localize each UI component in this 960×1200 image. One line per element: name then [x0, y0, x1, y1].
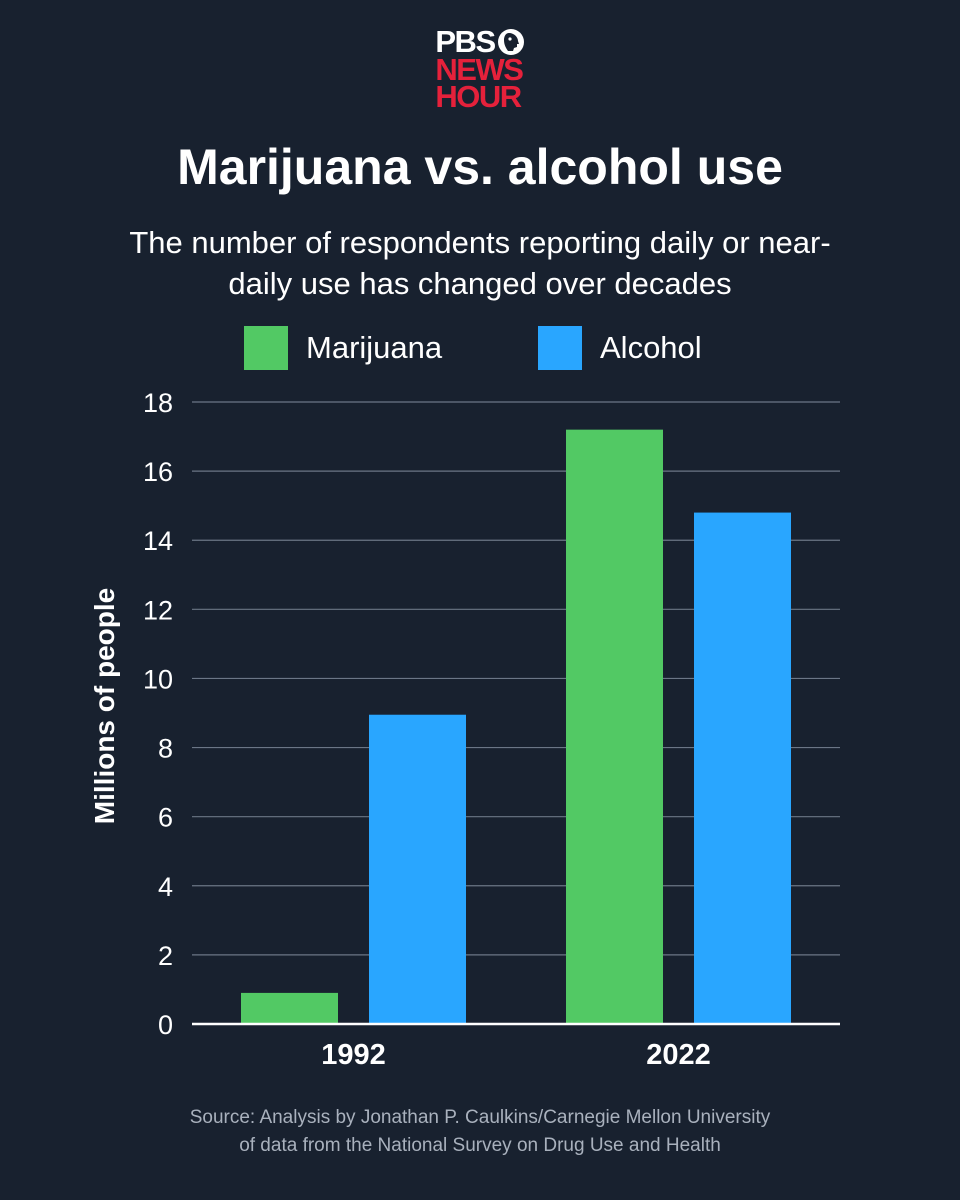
y-tick-label: 2: [158, 941, 173, 971]
legend-swatch-alcohol: [538, 326, 582, 370]
pbs-newshour-logo: PBS NEWS HOUR: [0, 24, 960, 115]
y-axis-label: Millions of people: [89, 588, 120, 824]
legend-item-marijuana: Marijuana: [244, 326, 442, 370]
y-tick-label: 12: [143, 595, 173, 625]
y-tick-label: 8: [158, 734, 173, 764]
legend-swatch-marijuana: [244, 326, 288, 370]
chart-legend: Marijuana Alcohol: [0, 326, 960, 372]
x-tick-label: 1992: [321, 1039, 386, 1071]
source-line-1: Source: Analysis by Jonathan P. Caulkins…: [189, 1107, 771, 1128]
y-tick-label: 6: [158, 803, 173, 833]
source-note: Source: Analysis by Jonathan P. Caulkins…: [0, 1104, 960, 1160]
bar-alcohol-1992: [369, 714, 466, 1024]
y-tick-label: 0: [158, 1010, 173, 1040]
y-tick-label: 16: [143, 457, 173, 487]
chart-subtitle: The number of respondents reporting dail…: [129, 225, 831, 301]
y-tick-label: 14: [143, 526, 173, 556]
legend-item-alcohol: Alcohol: [538, 326, 702, 370]
legend-label-marijuana: Marijuana: [306, 330, 443, 365]
source-line-2: of data from the National Survey on Drug…: [239, 1135, 721, 1156]
y-tick-label: 10: [143, 664, 173, 694]
chart-title: Marijuana vs. alcohol use: [177, 139, 783, 195]
bar-alcohol-2022: [694, 512, 791, 1024]
y-tick-label: 18: [143, 388, 173, 418]
legend-label-alcohol: Alcohol: [600, 330, 702, 365]
bar-marijuana-2022: [566, 429, 663, 1025]
logo-pbs-text: PBS: [435, 24, 496, 60]
logo-hour-text: HOUR: [435, 79, 522, 115]
y-tick-label: 4: [158, 872, 173, 902]
bar-marijuana-1992: [241, 992, 338, 1024]
pbs-head-icon: [497, 29, 524, 55]
x-tick-label: 2022: [646, 1039, 711, 1071]
logo-news-text: NEWS: [435, 52, 524, 87]
